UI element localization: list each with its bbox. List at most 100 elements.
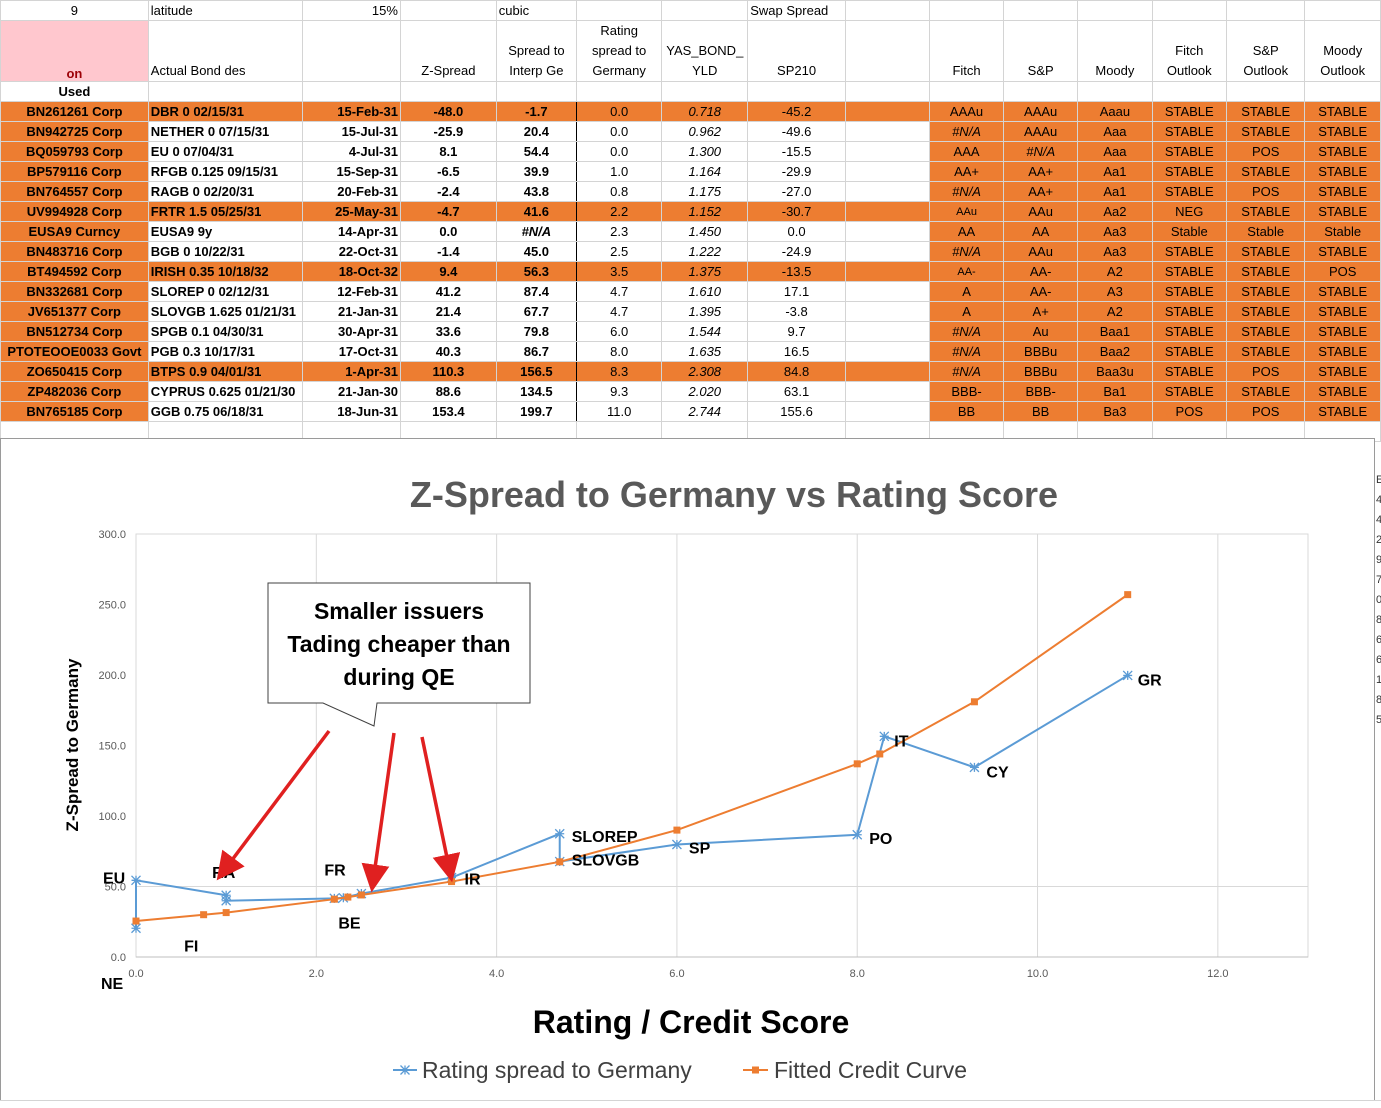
yas-bond-yld[interactable]: 2.020 [661, 381, 749, 402]
spread-interp[interactable]: 41.6 [495, 201, 577, 222]
snp-outlook[interactable]: STABLE [1226, 101, 1306, 122]
maturity-date[interactable]: 1-Apr-31 [301, 361, 401, 382]
moody-outlook[interactable]: STABLE [1304, 281, 1381, 302]
spread-interp[interactable]: #N/A [495, 221, 577, 242]
spread-interp[interactable]: 56.3 [495, 261, 577, 282]
bond-description[interactable]: SLOREP 0 02/12/31 [147, 281, 303, 302]
rating-spread[interactable]: 0.0 [575, 121, 663, 142]
snp-rating[interactable]: AAAu [1003, 121, 1079, 142]
cell[interactable] [147, 81, 303, 102]
fitch-rating[interactable]: #N/A [928, 121, 1005, 142]
cell[interactable] [844, 221, 930, 242]
column-header[interactable]: S&P Outlook [1226, 20, 1306, 82]
cell[interactable] [844, 81, 930, 102]
moody-rating[interactable]: Aa3 [1077, 241, 1153, 262]
snp-rating[interactable]: AAu [1003, 201, 1079, 222]
snp-rating[interactable]: BBBu [1003, 341, 1079, 362]
bond-description[interactable]: NETHER 0 07/15/31 [147, 121, 303, 142]
sp210[interactable]: -3.8 [747, 301, 846, 322]
bond-id[interactable]: PTOTEOOE0033 Govt [0, 341, 149, 362]
z-spread[interactable]: 110.3 [399, 361, 497, 382]
sp210[interactable]: -15.5 [747, 141, 846, 162]
bond-id[interactable]: ZO650415 Corp [0, 361, 149, 382]
spread-interp[interactable]: 199.7 [495, 401, 577, 422]
maturity-date[interactable]: 4-Jul-31 [301, 141, 401, 162]
cell[interactable] [844, 201, 930, 222]
snp-outlook[interactable]: POS [1226, 181, 1306, 202]
yas-bond-yld[interactable]: 0.718 [661, 101, 749, 122]
maturity-date[interactable]: 30-Apr-31 [301, 321, 401, 342]
moody-rating[interactable]: Aa3 [1077, 221, 1153, 242]
yas-bond-yld[interactable]: 2.308 [661, 361, 749, 382]
snp-rating[interactable]: AA [1003, 221, 1079, 242]
cell[interactable] [1077, 0, 1153, 21]
cell[interactable] [928, 81, 1005, 102]
bond-description[interactable]: DBR 0 02/15/31 [147, 101, 303, 122]
bond-description[interactable]: BGB 0 10/22/31 [147, 241, 303, 262]
column-header[interactable]: S&P [1003, 20, 1079, 82]
fitch-rating[interactable]: AA- [928, 261, 1005, 282]
snp-rating[interactable]: AAu [1003, 241, 1079, 262]
moody-outlook[interactable]: STABLE [1304, 121, 1381, 142]
moody-outlook[interactable]: STABLE [1304, 321, 1381, 342]
cell[interactable] [1151, 81, 1228, 102]
bond-id[interactable]: BN261261 Corp [0, 101, 149, 122]
yas-bond-yld[interactable]: 1.222 [661, 241, 749, 262]
spread-interp[interactable]: 79.8 [495, 321, 577, 342]
moody-rating[interactable]: Ba3 [1077, 401, 1153, 422]
moody-outlook[interactable]: STABLE [1304, 141, 1381, 162]
maturity-date[interactable]: 15-Feb-31 [301, 101, 401, 122]
fitch-rating[interactable]: A [928, 281, 1005, 302]
sp210[interactable]: 17.1 [747, 281, 846, 302]
moody-rating[interactable]: A2 [1077, 301, 1153, 322]
spread-interp[interactable]: 67.7 [495, 301, 577, 322]
cell[interactable] [844, 381, 930, 402]
cell[interactable] [844, 241, 930, 262]
z-spread[interactable]: -6.5 [399, 161, 497, 182]
bond-id[interactable]: EUSA9 Curncy [0, 221, 149, 242]
snp-rating[interactable]: A+ [1003, 301, 1079, 322]
spread-interp[interactable]: 39.9 [495, 161, 577, 182]
yas-bond-yld[interactable]: 1.544 [661, 321, 749, 342]
spread-interp[interactable]: 54.4 [495, 141, 577, 162]
z-spread[interactable]: 33.6 [399, 321, 497, 342]
moody-outlook[interactable]: STABLE [1304, 181, 1381, 202]
bond-id[interactable]: BN332681 Corp [0, 281, 149, 302]
maturity-date[interactable]: 17-Oct-31 [301, 341, 401, 362]
rating-spread[interactable]: 2.2 [575, 201, 663, 222]
fitch-rating[interactable]: #N/A [928, 361, 1005, 382]
moody-rating[interactable]: Aa1 [1077, 181, 1153, 202]
fitch-rating[interactable]: BB [928, 401, 1005, 422]
column-header[interactable]: Moody Outlook [1304, 20, 1381, 82]
cell[interactable] [1304, 0, 1381, 21]
bond-description[interactable]: RAGB 0 02/20/31 [147, 181, 303, 202]
snp-outlook[interactable]: POS [1226, 361, 1306, 382]
bond-id[interactable]: BP579116 Corp [0, 161, 149, 182]
chart-area[interactable]: Z-Spread to Germany vs Rating Score 0.0 2.… [0, 438, 1375, 1101]
fitch-rating[interactable]: AA+ [928, 161, 1005, 182]
fitch-rating[interactable]: AAA [928, 141, 1005, 162]
rating-spread[interactable]: 0.0 [575, 141, 663, 162]
cell-b1[interactable]: latitude [147, 0, 303, 21]
fitch-outlook[interactable]: STABLE [1151, 341, 1228, 362]
moody-outlook[interactable]: STABLE [1304, 381, 1381, 402]
snp-rating[interactable]: AA- [1003, 281, 1079, 302]
cell[interactable] [928, 0, 1005, 21]
bond-id[interactable]: BN942725 Corp [0, 121, 149, 142]
fitch-outlook[interactable]: STABLE [1151, 261, 1228, 282]
moody-rating[interactable]: Aa2 [1077, 201, 1153, 222]
cell[interactable] [1226, 0, 1306, 21]
spread-interp[interactable]: 156.5 [495, 361, 577, 382]
maturity-date[interactable]: 25-May-31 [301, 201, 401, 222]
toggle-on[interactable]: on [0, 20, 149, 82]
rating-spread[interactable]: 8.0 [575, 341, 663, 362]
sp210[interactable]: 63.1 [747, 381, 846, 402]
bond-description[interactable]: EU 0 07/04/31 [147, 141, 303, 162]
yas-bond-yld[interactable]: 1.610 [661, 281, 749, 302]
cell-c1[interactable]: 15% [301, 0, 401, 21]
cell[interactable] [844, 141, 930, 162]
fitch-rating[interactable]: AAu [928, 201, 1005, 222]
sp210[interactable]: -45.2 [747, 101, 846, 122]
bond-id[interactable]: BN483716 Corp [0, 241, 149, 262]
column-header[interactable]: Fitch [928, 20, 1005, 82]
